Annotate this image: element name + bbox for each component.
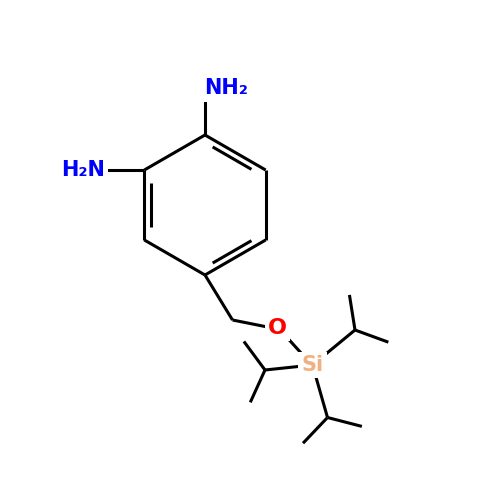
Text: NH₂: NH₂ xyxy=(204,78,248,98)
Text: O: O xyxy=(268,318,287,338)
Text: H₂N: H₂N xyxy=(61,160,105,180)
Text: Si: Si xyxy=(302,355,324,375)
